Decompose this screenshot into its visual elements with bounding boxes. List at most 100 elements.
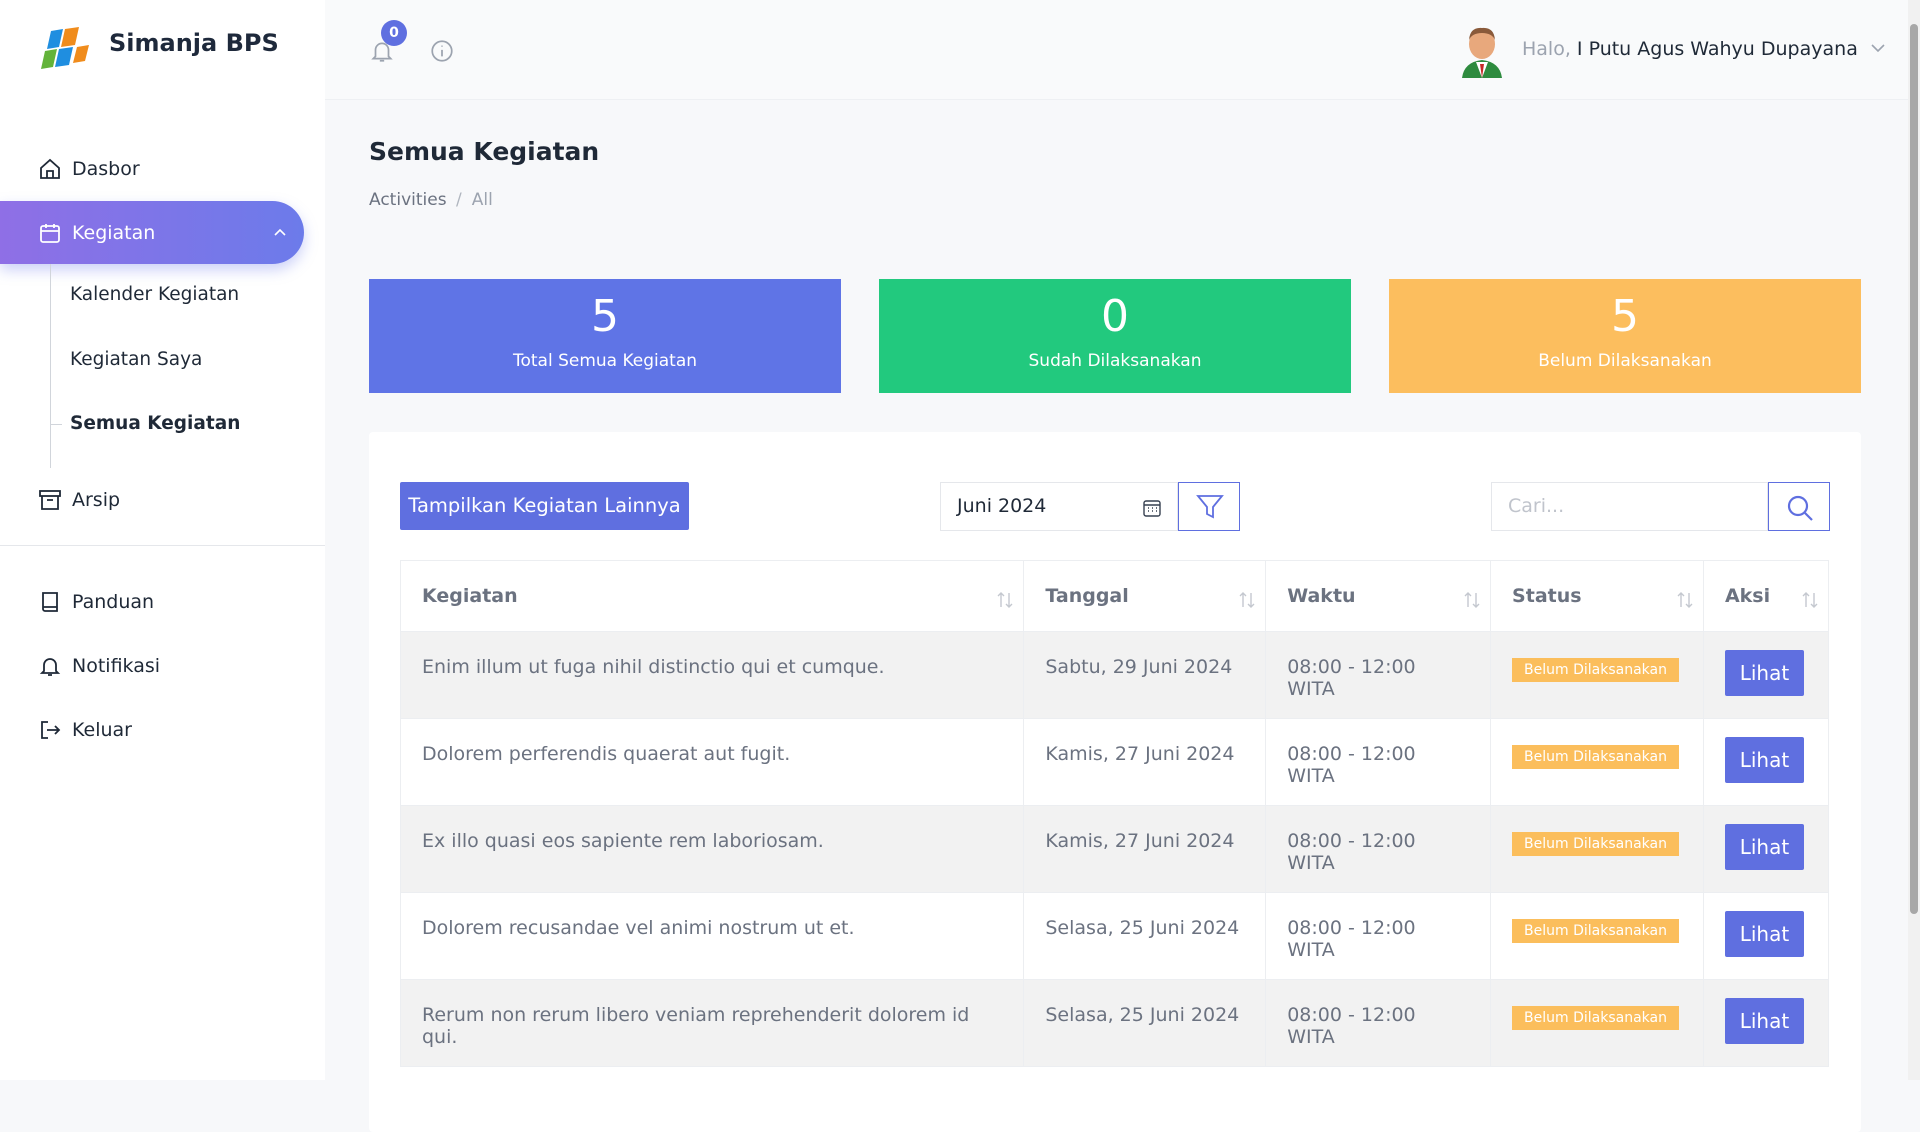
column-header[interactable]: Status (1490, 560, 1704, 632)
column-header[interactable]: Aksi (1702, 560, 1830, 632)
status-badge: Belum Dilaksanakan (1512, 658, 1679, 682)
menu-item[interactable]: Arsip (0, 468, 304, 531)
column-label: Aksi (1724, 585, 1771, 607)
stat-label: Sudah Dilaksanakan (1028, 351, 1202, 371)
activity-name: Ex illo quasi eos sapiente rem laboriosa… (399, 805, 1025, 893)
status-badge: Belum Dilaksanakan (1512, 745, 1679, 769)
sort-icon (1677, 591, 1693, 614)
sort-icon (1239, 591, 1255, 614)
table-row: Ex illo quasi eos sapiente rem laboriosa… (399, 805, 1830, 893)
filter-icon (1196, 495, 1224, 519)
scrollbar-thumb[interactable] (1910, 24, 1918, 914)
table-header-row: Kegiatan Tanggal Waktu Status Aksi (399, 560, 1830, 632)
activity-name: Dolorem perferendis quaerat aut fugit. (399, 718, 1025, 806)
view-button[interactable]: Lihat (1724, 737, 1804, 783)
status-cell: Belum Dilaksanakan (1490, 979, 1704, 1067)
view-button[interactable]: Lihat (1724, 824, 1804, 870)
table-body: Enim illum ut fuga nihil distinctio qui … (399, 631, 1830, 1067)
action-cell: Lihat (1702, 979, 1830, 1067)
scrollbar (1908, 0, 1920, 1080)
calendar-icon (1143, 500, 1161, 517)
topbar (325, 0, 1908, 100)
status-cell: Belum Dilaksanakan (1490, 631, 1704, 719)
activity-time: 08:00 - 12:00 WITA (1265, 631, 1492, 719)
view-button[interactable]: Lihat (1724, 911, 1804, 957)
bell-icon[interactable] (369, 38, 395, 64)
menu-label: Notifikasi (72, 654, 161, 677)
status-cell: Belum Dilaksanakan (1490, 805, 1704, 893)
status-cell: Belum Dilaksanakan (1490, 718, 1704, 806)
divider (0, 545, 325, 546)
column-label: Status (1512, 585, 1582, 607)
activity-name: Dolorem recusandae vel animi nostrum ut … (399, 892, 1025, 980)
submenu-item[interactable]: Kalender Kegiatan (70, 284, 240, 305)
activity-time: 08:00 - 12:00 WITA (1265, 805, 1492, 893)
menu-item[interactable]: Panduan (0, 570, 304, 633)
activity-date: Kamis, 27 Juni 2024 (1023, 805, 1267, 893)
chevron (1871, 44, 1885, 53)
month-value: Juni 2024 (957, 495, 1047, 517)
status-cell: Belum Dilaksanakan (1490, 892, 1704, 980)
menu-label: Panduan (72, 590, 155, 613)
activities-table: Kegiatan Tanggal Waktu Status Aksi Enim illu… (399, 560, 1830, 1067)
activity-name: Rerum non rerum libero veniam reprehende… (399, 979, 1025, 1067)
sort-icon (997, 591, 1013, 614)
sort-icon (1802, 591, 1818, 614)
menu-item[interactable]: Notifikasi (0, 634, 304, 697)
search-icon (1787, 495, 1813, 521)
action-cell: Lihat (1702, 892, 1830, 980)
page-title: Semua Kegiatan (369, 137, 600, 166)
column-label: Waktu (1287, 585, 1356, 607)
stat-card: 0 Sudah Dilaksanakan (879, 279, 1351, 393)
submenu-item-active[interactable]: Semua Kegiatan (70, 413, 241, 434)
stat-value: 0 (1101, 291, 1129, 342)
view-button[interactable]: Lihat (1724, 650, 1804, 696)
table-row: Dolorem perferendis quaerat aut fugit. Ka… (399, 718, 1830, 806)
menu-item[interactable]: Keluar (0, 698, 304, 761)
sidebar: Simanja BPS Dasbor Kegiatan Kalender Keg… (0, 0, 325, 1080)
user-greeting[interactable]: Halo, I Putu Agus Wahyu Dupayana (1522, 38, 1886, 60)
search-input[interactable]: Cari... (1491, 482, 1768, 531)
stat-card: 5 Total Semua Kegiatan (369, 279, 841, 393)
breadcrumb-item: All (456, 190, 493, 210)
filter-button[interactable] (1178, 482, 1240, 531)
user-name: I Putu Agus Wahyu Dupayana (1576, 38, 1858, 60)
view-button[interactable]: Lihat (1724, 998, 1804, 1044)
action-cell: Lihat (1702, 805, 1830, 893)
notification-badge: 0 (381, 20, 407, 46)
table-row: Dolorem recusandae vel animi nostrum ut … (399, 892, 1830, 980)
activity-time: 08:00 - 12:00 WITA (1265, 718, 1492, 806)
show-more-button[interactable]: Tampilkan Kegiatan Lainnya (400, 482, 689, 530)
brand: Simanja BPS (109, 29, 279, 57)
avatar[interactable] (1458, 24, 1506, 78)
page: Simanja BPS {"sidebar": {"brand": "Siman… (0, 0, 1920, 1080)
tree-line (50, 424, 62, 425)
column-header[interactable]: Tanggal (1023, 560, 1267, 632)
stat-value: 5 (1611, 291, 1639, 342)
column-header[interactable]: Kegiatan (399, 560, 1025, 632)
body: Simanja BPS Dasbor Kegiatan Kalender Keg… (0, 0, 1920, 1080)
column-header[interactable]: Waktu (1265, 560, 1492, 632)
status-badge: Belum Dilaksanakan (1512, 832, 1679, 856)
activity-time: 08:00 - 12:00 WITA (1265, 892, 1492, 980)
stat-label: Belum Dilaksanakan (1538, 351, 1712, 371)
logo (41, 27, 89, 69)
status-badge: Belum Dilaksanakan (1512, 1006, 1679, 1030)
menu-item[interactable]: Dasbor (0, 137, 304, 200)
submenu-item[interactable]: Kegiatan Saya (70, 349, 203, 370)
breadcrumb-item[interactable]: Activities (369, 190, 447, 210)
activity-date: Kamis, 27 Juni 2024 (1023, 718, 1267, 806)
menu-label: Arsip (72, 488, 121, 511)
action-cell: Lihat (1702, 718, 1830, 806)
menu-label: Keluar (72, 718, 132, 741)
month-input[interactable]: Juni 2024 (940, 482, 1178, 531)
status-badge: Belum Dilaksanakan (1512, 919, 1679, 943)
column-label: Kegiatan (422, 585, 518, 607)
stat-value: 5 (591, 291, 619, 342)
menu-label: Kegiatan (72, 221, 156, 244)
info-icon[interactable] (429, 38, 455, 64)
sort-icon (1464, 591, 1480, 614)
menu-item-active[interactable]: Kegiatan (0, 201, 304, 264)
search-button[interactable] (1768, 482, 1830, 531)
activity-date: Sabtu, 29 Juni 2024 (1023, 631, 1267, 719)
